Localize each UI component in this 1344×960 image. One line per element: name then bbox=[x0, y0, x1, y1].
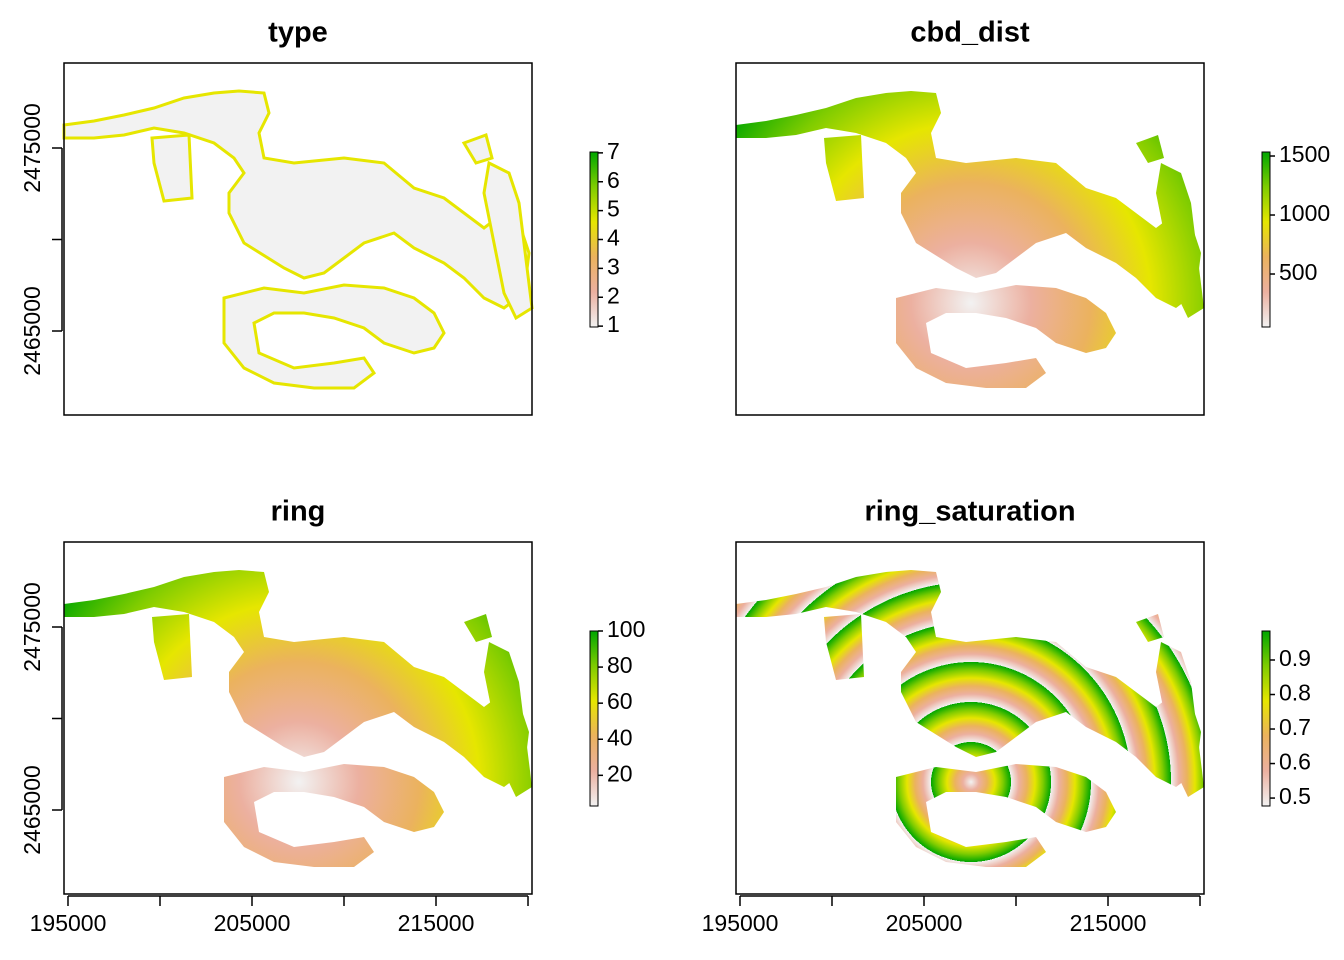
x-tick-label: 195000 bbox=[702, 910, 779, 936]
color-bar-label: 0.9 bbox=[1279, 645, 1311, 671]
map-region bbox=[482, 160, 534, 321]
map-region bbox=[484, 642, 532, 797]
color-bar-label: 40 bbox=[607, 724, 633, 750]
y-tick-label: 2465000 bbox=[19, 765, 45, 855]
color-bar-label: 0.6 bbox=[1279, 749, 1311, 775]
map-region bbox=[224, 764, 444, 867]
plot-frame bbox=[735, 541, 1205, 895]
plot-frame bbox=[63, 62, 533, 416]
map-region bbox=[150, 133, 194, 203]
color-bar-label: 1000 bbox=[1279, 200, 1330, 226]
color-bar-label: 6 bbox=[607, 167, 620, 193]
color-bar-label: 5 bbox=[607, 196, 620, 222]
color-bar-label: 1500 bbox=[1279, 141, 1330, 167]
map-region bbox=[1156, 642, 1204, 797]
x-tick-label: 205000 bbox=[886, 910, 963, 936]
color-bar-label: 4 bbox=[607, 225, 620, 251]
color-bar bbox=[1261, 630, 1271, 807]
map-region bbox=[1136, 614, 1164, 642]
color-bar-label: 0.7 bbox=[1279, 714, 1311, 740]
map-region bbox=[824, 135, 864, 201]
panel-title: ring bbox=[271, 496, 326, 528]
x-tick-label: 195000 bbox=[30, 910, 107, 936]
color-bar-label: 0.5 bbox=[1279, 783, 1311, 809]
map-region bbox=[896, 764, 1116, 867]
map-region bbox=[152, 614, 192, 680]
map-region bbox=[64, 570, 529, 787]
color-bar-label: 0.8 bbox=[1279, 680, 1311, 706]
plot-frame bbox=[63, 541, 533, 895]
color-bar-label: 500 bbox=[1279, 259, 1317, 285]
color-bar-label: 2 bbox=[607, 282, 620, 308]
panel-title: ring_saturation bbox=[864, 496, 1075, 528]
x-tick-label: 205000 bbox=[214, 910, 291, 936]
map-region bbox=[461, 133, 494, 165]
x-tick-label: 215000 bbox=[398, 910, 475, 936]
map-region bbox=[1136, 135, 1164, 163]
color-bar-label: 60 bbox=[607, 688, 633, 714]
y-tick-label: 2475000 bbox=[19, 582, 45, 672]
color-bar-label: 100 bbox=[607, 616, 645, 642]
panel-title: cbd_dist bbox=[910, 17, 1030, 49]
map-region bbox=[824, 614, 864, 680]
map-region bbox=[736, 91, 1201, 308]
y-tick-label: 2475000 bbox=[19, 103, 45, 193]
map-region bbox=[464, 614, 492, 642]
color-bar bbox=[589, 151, 599, 328]
map-region bbox=[736, 570, 1201, 787]
map-region bbox=[1156, 163, 1204, 318]
color-bar-label: 7 bbox=[607, 138, 620, 164]
color-bar bbox=[589, 630, 599, 807]
color-bar bbox=[1261, 151, 1271, 328]
map-region bbox=[896, 285, 1116, 388]
map-region bbox=[62, 89, 531, 310]
color-bar-label: 3 bbox=[607, 253, 620, 279]
color-bar-label: 80 bbox=[607, 652, 633, 678]
panel-title: type bbox=[268, 17, 328, 49]
plot-frame bbox=[735, 62, 1205, 416]
color-bar-label: 20 bbox=[607, 760, 633, 786]
y-tick-label: 2465000 bbox=[19, 286, 45, 376]
color-bar-label: 1 bbox=[607, 311, 620, 337]
map-region bbox=[222, 283, 446, 390]
x-tick-label: 215000 bbox=[1070, 910, 1147, 936]
